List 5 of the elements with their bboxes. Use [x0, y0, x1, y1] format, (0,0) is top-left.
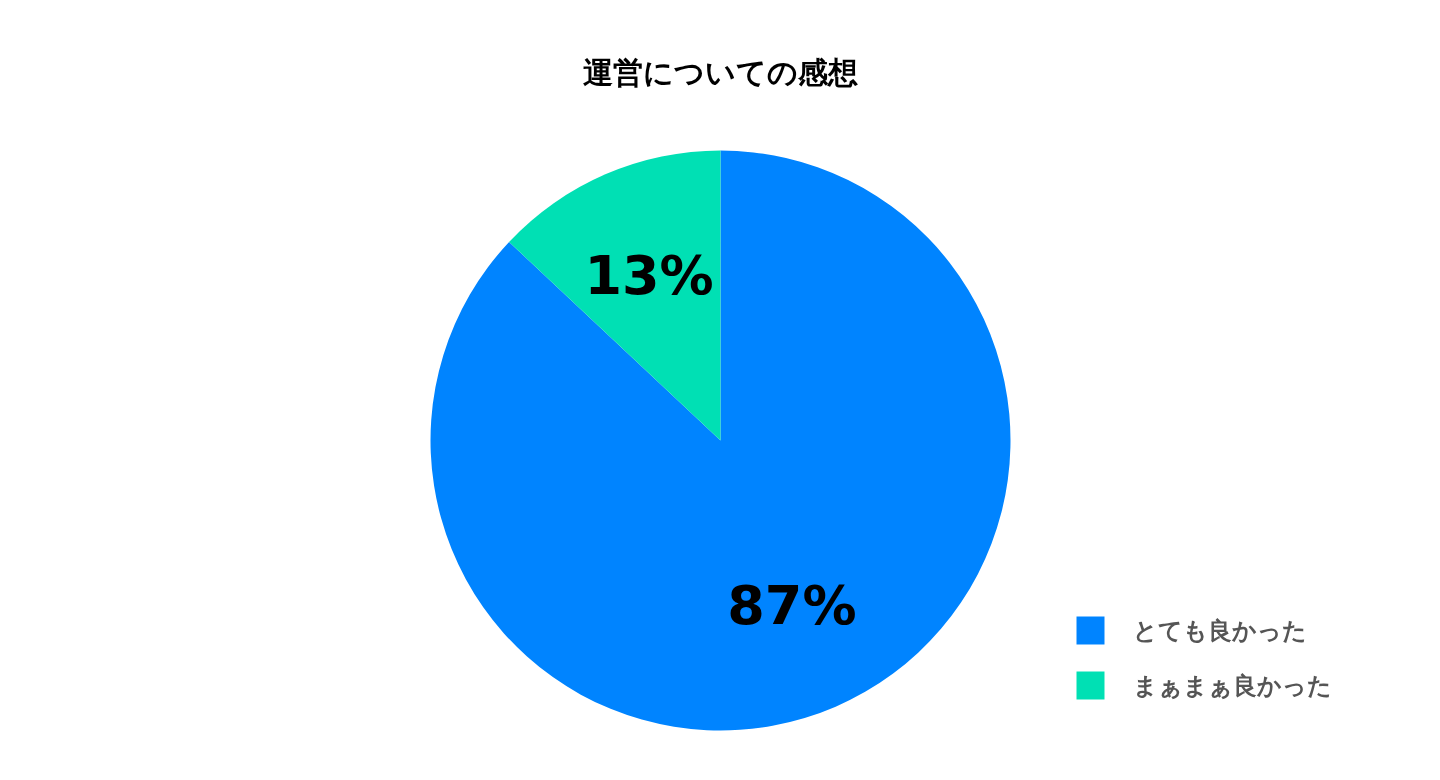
- legend-label: とても良かった: [1132, 616, 1307, 645]
- data-label: 87%: [727, 574, 857, 638]
- data-label: 13%: [584, 243, 714, 307]
- legend-label: まぁまぁ良かった: [1132, 671, 1332, 700]
- chart-title: 運営についての感想: [583, 55, 858, 90]
